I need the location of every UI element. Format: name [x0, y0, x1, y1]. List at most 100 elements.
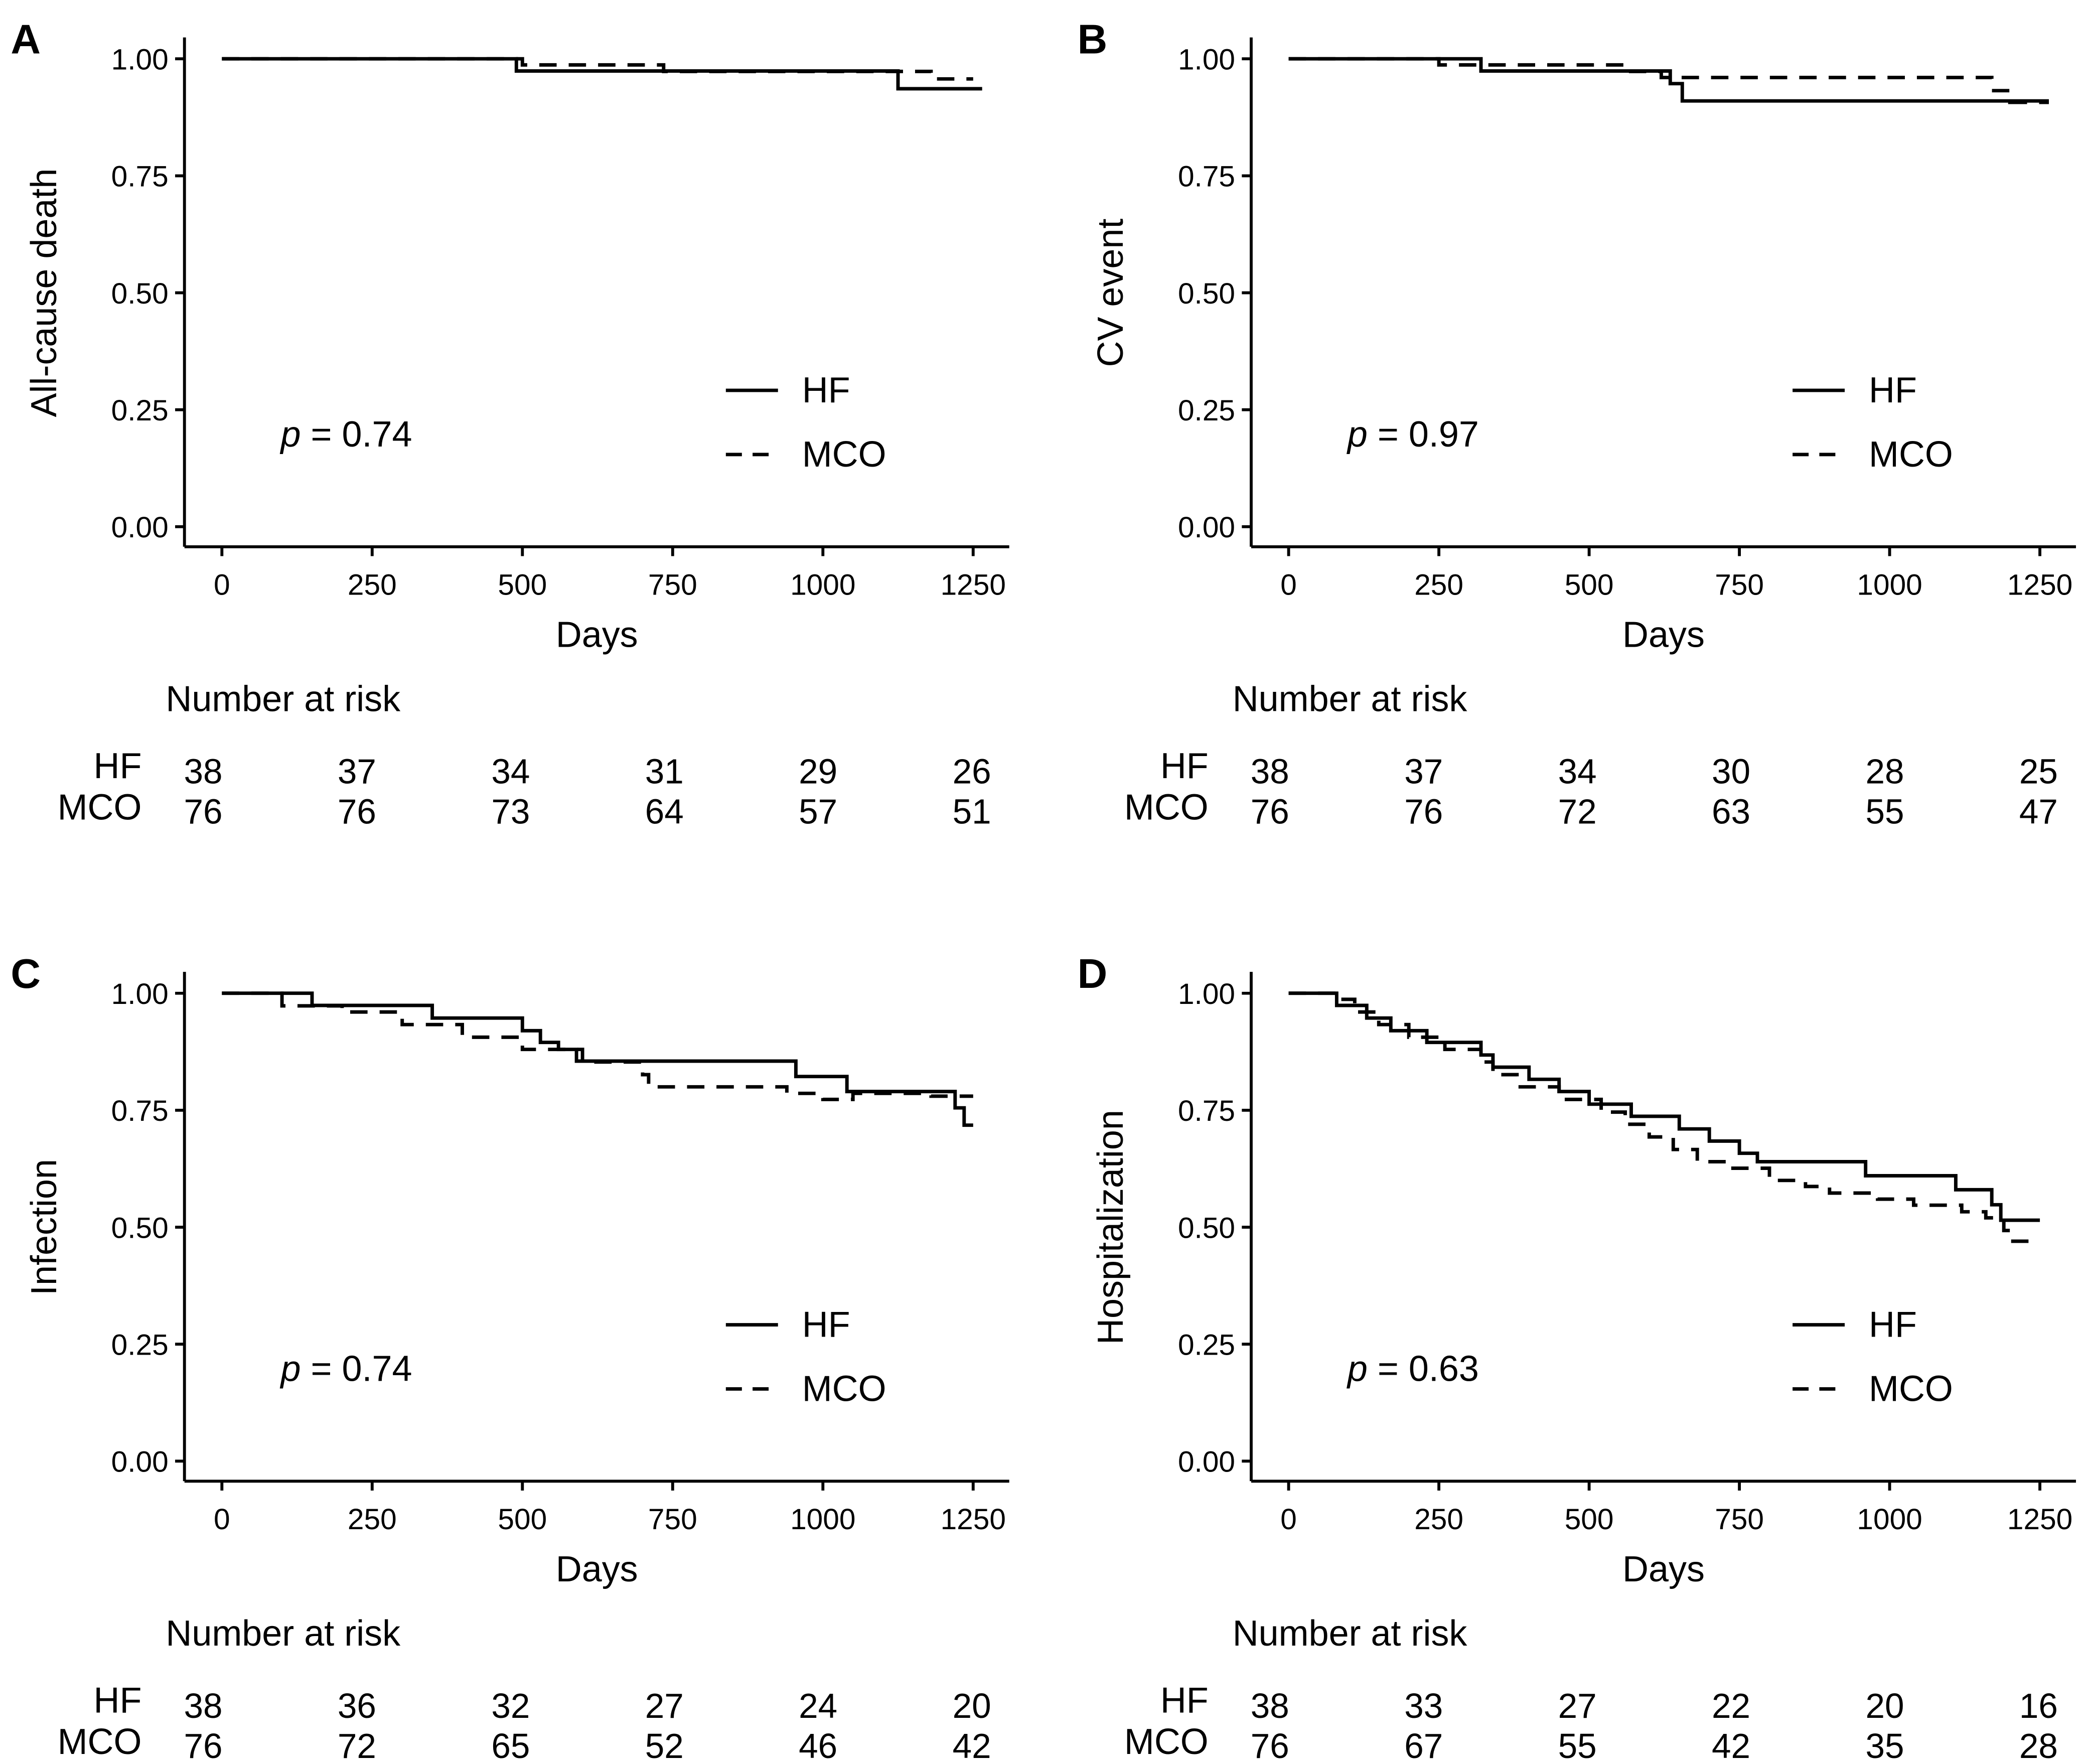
x-tick-label: 1250 — [941, 1503, 1006, 1536]
legend-label-mco: MCO — [802, 1369, 886, 1409]
risk-count: 22 — [1712, 1686, 1750, 1725]
x-tick-label: 750 — [1715, 569, 1764, 602]
risk-count: 46 — [799, 1726, 837, 1764]
y-tick-label: 0.00 — [111, 511, 169, 544]
risk-count: 33 — [1404, 1686, 1443, 1725]
x-tick-label: 1250 — [2007, 1503, 2072, 1536]
risk-count: 27 — [645, 1686, 684, 1725]
x-tick-label: 1000 — [790, 1503, 855, 1536]
risk-count: 38 — [184, 752, 222, 791]
y-tick-label: 0.00 — [111, 1446, 169, 1479]
risk-table-title: Number at risk — [1233, 1613, 1468, 1654]
risk-row-label-hf: HF — [1160, 1680, 1209, 1720]
p-value: = 0.74 — [301, 1349, 412, 1389]
risk-count: 42 — [1712, 1726, 1750, 1764]
y-axis-title: Infection — [24, 1159, 64, 1295]
risk-count: 72 — [1558, 792, 1597, 831]
y-tick-label: 0.75 — [1178, 1095, 1235, 1127]
risk-count: 42 — [953, 1726, 991, 1764]
risk-count: 76 — [184, 1726, 222, 1764]
y-tick-label: 0.00 — [1178, 511, 1235, 544]
series-line-hf — [1288, 991, 2040, 1222]
risk-count: 24 — [799, 1686, 837, 1725]
risk-count: 25 — [2019, 752, 2058, 791]
risk-count: 34 — [1558, 752, 1597, 791]
x-tick-label: 500 — [498, 1503, 547, 1536]
panel-tag: A — [11, 16, 41, 63]
y-tick-label: 0.75 — [1178, 161, 1235, 193]
risk-count: 67 — [1404, 1726, 1443, 1764]
risk-count: 52 — [645, 1726, 684, 1764]
y-tick-label: 0.25 — [1178, 1329, 1235, 1362]
risk-count: 57 — [799, 792, 837, 831]
risk-count: 29 — [799, 752, 837, 791]
x-tick-label: 1250 — [2007, 569, 2072, 602]
y-tick-label: 0.50 — [111, 277, 169, 310]
chart-panel-c: C 0.00 0.25 0.50 0.75 1.00 0 250 500 750 1000 1250 D… — [11, 950, 1009, 1764]
panel-tag: D — [1078, 950, 1108, 997]
p-value-label: p = 0.74 — [280, 414, 412, 455]
risk-count: 20 — [953, 1686, 991, 1725]
y-tick-label: 0.75 — [111, 1095, 169, 1127]
y-tick-label: 0.50 — [111, 1212, 169, 1244]
risk-row-label-mco: MCO — [1124, 1722, 1209, 1762]
x-axis-title: Days — [556, 615, 638, 655]
p-value-label: p = 0.97 — [1347, 414, 1479, 455]
risk-count: 34 — [491, 752, 530, 791]
x-tick-label: 750 — [648, 1503, 697, 1536]
p-value: = 0.74 — [301, 414, 412, 455]
risk-count: 31 — [645, 752, 684, 791]
risk-table-title: Number at risk — [1233, 679, 1468, 719]
p-symbol: p — [280, 414, 301, 455]
risk-count: 76 — [1251, 1726, 1289, 1764]
risk-row-label-mco: MCO — [58, 1722, 142, 1762]
risk-count: 55 — [1558, 1726, 1597, 1764]
y-axis-title: Hospitalization — [1091, 1110, 1131, 1345]
risk-count: 26 — [953, 752, 991, 791]
y-tick-label: 1.00 — [1178, 978, 1235, 1010]
legend-label-mco: MCO — [1869, 1369, 1953, 1409]
legend-label-mco: MCO — [802, 434, 886, 475]
panel-tag: C — [11, 950, 41, 997]
legend-label-mco: MCO — [1869, 434, 1953, 475]
p-value-label: p = 0.74 — [280, 1349, 412, 1389]
risk-row-label-mco: MCO — [58, 787, 142, 827]
risk-count: 27 — [1558, 1686, 1597, 1725]
risk-count: 65 — [491, 1726, 530, 1764]
legend-label-hf: HF — [1869, 370, 1917, 410]
chart-panel-b: B 0.00 0.25 0.50 0.75 1.00 0 250 500 750 1000 1250 D… — [1078, 16, 2076, 831]
x-tick-label: 0 — [1280, 1503, 1297, 1536]
y-tick-label: 1.00 — [111, 978, 169, 1010]
risk-count: 28 — [2019, 1726, 2058, 1764]
x-tick-label: 1000 — [790, 569, 855, 602]
x-tick-label: 0 — [1280, 569, 1297, 602]
risk-count: 76 — [1404, 792, 1443, 831]
risk-count: 37 — [338, 752, 376, 791]
risk-count: 28 — [1865, 752, 1904, 791]
series-line-mco — [1288, 57, 2049, 104]
y-tick-label: 0.25 — [111, 1329, 169, 1362]
y-axis-title: CV event — [1091, 219, 1131, 367]
p-symbol: p — [280, 1349, 301, 1389]
risk-row-label-hf: HF — [94, 1680, 142, 1720]
risk-table-title: Number at risk — [166, 1613, 401, 1654]
p-value: = 0.63 — [1368, 1349, 1479, 1389]
p-value-label: p = 0.63 — [1347, 1349, 1479, 1389]
p-symbol: p — [1347, 414, 1368, 455]
x-tick-label: 750 — [1715, 1503, 1764, 1536]
risk-count: 16 — [2019, 1686, 2058, 1725]
risk-count: 30 — [1712, 752, 1750, 791]
risk-count: 35 — [1865, 1726, 1904, 1764]
legend-label-hf: HF — [1869, 1305, 1917, 1345]
risk-count: 72 — [338, 1726, 376, 1764]
y-tick-label: 0.50 — [1178, 277, 1235, 310]
series-line-mco — [222, 991, 973, 1101]
y-axis-title: All-cause death — [24, 169, 64, 417]
x-axis-title: Days — [1622, 615, 1705, 655]
risk-count: 51 — [953, 792, 991, 831]
x-tick-label: 500 — [1565, 1503, 1614, 1536]
y-tick-label: 1.00 — [1178, 44, 1235, 76]
series-line-mco — [222, 57, 973, 81]
risk-count: 63 — [1712, 792, 1750, 831]
risk-count: 64 — [645, 792, 684, 831]
